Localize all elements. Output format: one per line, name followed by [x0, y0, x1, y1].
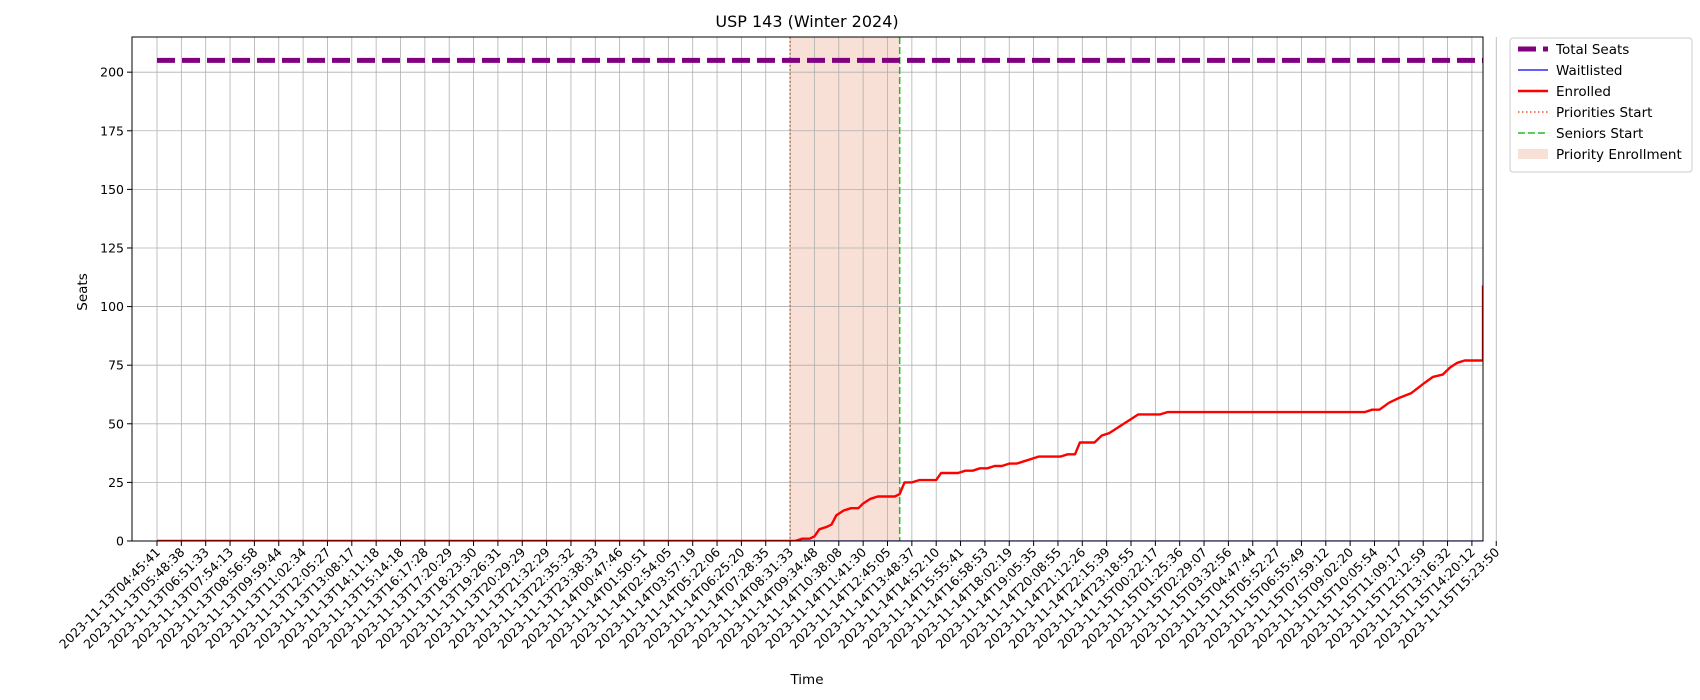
legend-label-seniors-start: Seniors Start	[1556, 126, 1643, 142]
legend-label-total-seats: Total Seats	[1555, 42, 1629, 58]
series-group	[157, 57, 1483, 541]
y-tick-label: 125	[100, 240, 124, 255]
y-tick-label: 0	[116, 534, 124, 549]
enrolled-line	[157, 285, 1483, 541]
chart-title: USP 143 (Winter 2024)	[715, 12, 898, 31]
legend-label-priority-enrollment: Priority Enrollment	[1556, 147, 1682, 163]
legend: Total Seats Waitlisted Enrolled Priorities …	[1509, 37, 1693, 173]
legend-label-priorities-start: Priorities Start	[1556, 105, 1652, 121]
y-tick-label: 100	[100, 299, 124, 314]
y-tick-label: 50	[108, 416, 124, 431]
legend-box	[1509, 37, 1693, 173]
y-tick-label: 150	[100, 182, 124, 197]
y-axis-title: Seats	[75, 273, 91, 310]
y-tick-label: 75	[108, 358, 124, 373]
plot-frame	[131, 36, 1484, 542]
x-axis-title: Time	[789, 672, 823, 688]
legend-swatch-priority-enrollment	[1518, 149, 1548, 159]
priority-enrollment-region	[790, 37, 900, 541]
legend-label-waitlisted: Waitlisted	[1556, 63, 1623, 79]
y-tick-label: 200	[100, 65, 124, 80]
legend-label-enrolled: Enrolled	[1556, 84, 1611, 100]
y-tick-label: 175	[100, 123, 124, 138]
y-tick-label: 25	[108, 475, 124, 490]
